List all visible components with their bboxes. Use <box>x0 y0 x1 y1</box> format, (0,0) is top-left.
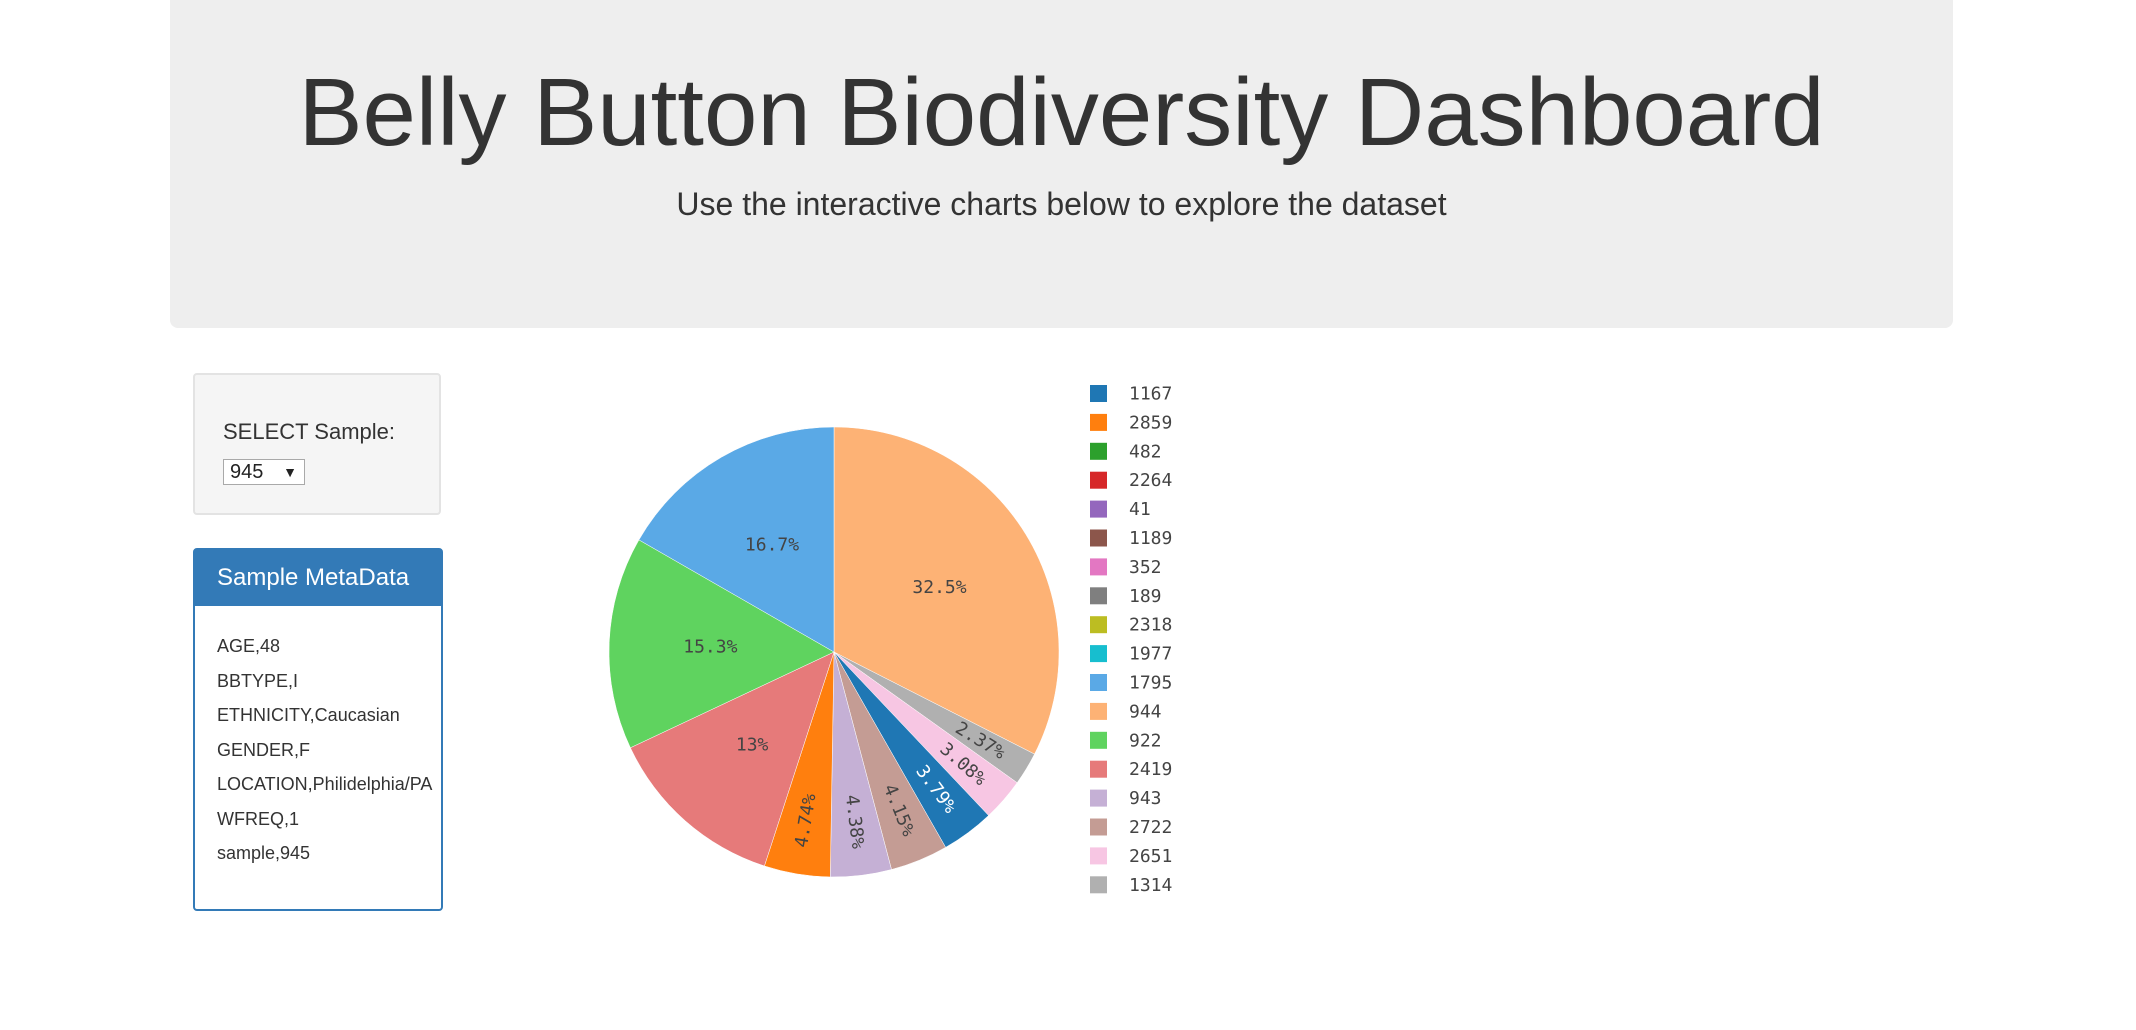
pie-slice-label: 13% <box>736 734 769 755</box>
pie-slice[interactable] <box>630 651 835 867</box>
pie-slice-label: 15.3% <box>683 636 737 657</box>
metadata-row: GENDER,F <box>217 739 311 760</box>
legend-label[interactable]: 1977 <box>1129 644 1172 665</box>
pie-slice[interactable] <box>833 426 1060 755</box>
legend-label[interactable]: 943 <box>1129 788 1162 809</box>
legend-swatch[interactable] <box>1090 442 1107 460</box>
legend-label[interactable]: 1314 <box>1129 875 1172 896</box>
legend-swatch[interactable] <box>1090 471 1107 489</box>
legend-label[interactable]: 1795 <box>1129 673 1172 694</box>
pie-slice[interactable] <box>638 426 835 653</box>
pie-slice-label: 16.7% <box>745 534 799 555</box>
header-jumbotron: Belly Button Biodiversity Dashboard Use … <box>170 0 1953 328</box>
legend-label[interactable]: 1189 <box>1129 528 1172 549</box>
page-subtitle: Use the interactive charts below to expl… <box>676 186 1447 222</box>
legend-label[interactable]: 41 <box>1129 499 1151 520</box>
legend-swatch[interactable] <box>1090 847 1107 865</box>
legend-label[interactable]: 1167 <box>1129 384 1172 405</box>
legend-swatch[interactable] <box>1090 385 1107 402</box>
legend-label[interactable]: 944 <box>1129 701 1162 722</box>
legend-label[interactable]: 482 <box>1129 441 1162 462</box>
metadata-list: AGE,48 BBTYPE,I ETHNICITY,Caucasian GENDER,… <box>195 606 441 878</box>
legend-label[interactable]: 2859 <box>1129 412 1172 433</box>
metadata-row: AGE,48 <box>217 636 281 656</box>
legend-label[interactable]: 2722 <box>1129 817 1172 838</box>
metadata-row: LOCATION,Philidelphia/PA <box>217 774 433 794</box>
legend-swatch[interactable] <box>1090 558 1107 576</box>
legend-swatch[interactable] <box>1090 645 1107 663</box>
metadata-row: BBTYPE,I <box>217 670 299 691</box>
legend-swatch[interactable] <box>1090 616 1107 634</box>
legend-swatch[interactable] <box>1090 702 1107 720</box>
metadata-panel-title: Sample MetaData <box>195 550 441 606</box>
dropdown-arrow-icon: ▼ <box>283 464 297 480</box>
sample-selector-well: SELECT Sample: 945 ▼ <box>193 373 441 515</box>
legend-swatch[interactable] <box>1090 818 1107 836</box>
sample-metadata-panel: Sample MetaData AGE,48 BBTYPE,I ETHNICITY,… <box>193 548 443 911</box>
legend-label[interactable]: 189 <box>1129 586 1162 607</box>
legend-swatch[interactable] <box>1090 876 1107 894</box>
legend-swatch[interactable] <box>1090 674 1107 691</box>
legend-label[interactable]: 2264 <box>1129 470 1172 491</box>
legend-swatch[interactable] <box>1090 500 1107 518</box>
legend-swatch[interactable] <box>1090 529 1107 547</box>
legend-label[interactable]: 2651 <box>1129 846 1172 867</box>
legend-swatch[interactable] <box>1090 760 1107 778</box>
legend-label[interactable]: 2318 <box>1129 615 1172 636</box>
metadata-row: sample,945 <box>217 843 311 863</box>
sample-select-value: 945 <box>230 461 264 483</box>
sample-select[interactable]: 945 ▼ <box>223 459 305 485</box>
select-sample-label: SELECT Sample: <box>223 419 396 444</box>
legend-label[interactable]: 352 <box>1129 557 1162 578</box>
legend-swatch[interactable] <box>1090 731 1107 749</box>
metadata-row: ETHNICITY,Caucasian <box>217 705 400 725</box>
legend-label[interactable]: 922 <box>1129 730 1162 751</box>
legend-swatch[interactable] <box>1090 789 1107 807</box>
pie-slice[interactable] <box>608 539 835 749</box>
legend-swatch[interactable] <box>1090 413 1107 431</box>
pie-slice-label: 32.5% <box>912 577 966 598</box>
legend-swatch[interactable] <box>1090 587 1107 605</box>
metadata-row: WFREQ,1 <box>217 808 300 829</box>
legend-label[interactable]: 2419 <box>1129 759 1172 780</box>
page-title: Belly Button Biodiversity Dashboard <box>298 59 1825 166</box>
